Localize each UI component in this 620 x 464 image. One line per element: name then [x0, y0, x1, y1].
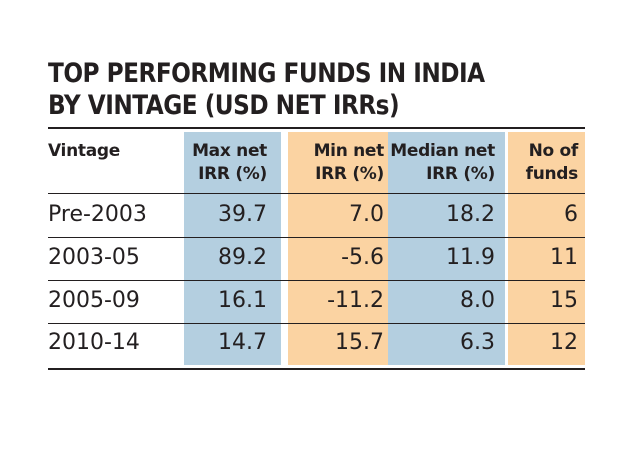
table-cell-no-of-funds: 15 — [550, 288, 578, 313]
header-median-irr: Median net IRR (%) — [388, 140, 495, 186]
table-row-vintage: 2005-09 — [48, 288, 140, 313]
header-max-irr-line2: IRR (%) — [198, 164, 267, 184]
header-min-irr-line1: Min net — [313, 141, 385, 161]
header-max-irr-line1: Max net — [192, 141, 267, 161]
max-irr-column-bg — [184, 132, 281, 365]
header-funds-line1: No of — [528, 141, 579, 161]
median-irr-column-bg — [388, 132, 505, 365]
table-cell-max-irr: 89.2 — [218, 245, 267, 270]
chart-title: TOP PERFORMING FUNDS IN INDIA BY VINTAGE… — [48, 58, 485, 121]
header-min-irr: Min net IRR (%) — [288, 140, 385, 186]
header-funds-line2: funds — [525, 164, 579, 184]
table-cell-no-of-funds: 12 — [550, 330, 578, 355]
min-irr-column-bg — [288, 132, 394, 365]
table-cell-max-irr: 14.7 — [218, 330, 267, 355]
header-no-of-funds: No of funds — [508, 140, 579, 186]
row-separator — [48, 193, 585, 194]
table-cell-median-irr: 11.9 — [446, 245, 495, 270]
header-max-irr: Max net IRR (%) — [184, 140, 267, 186]
table-cell-median-irr: 6.3 — [460, 330, 495, 355]
header-vintage: Vintage — [48, 141, 120, 161]
table-cell-no-of-funds: 11 — [550, 245, 578, 270]
header-median-irr-line2: IRR (%) — [426, 164, 495, 184]
table-row-vintage: 2003-05 — [48, 245, 140, 270]
table-cell-min-irr: -5.6 — [341, 245, 384, 270]
bottom-rule — [48, 368, 585, 370]
row-separator — [48, 280, 585, 281]
table-cell-max-irr: 39.7 — [218, 202, 267, 227]
table-cell-max-irr: 16.1 — [218, 288, 267, 313]
table-row-vintage: 2010-14 — [48, 330, 140, 355]
table-cell-min-irr: 7.0 — [349, 202, 384, 227]
row-separator — [48, 237, 585, 238]
table-cell-median-irr: 8.0 — [460, 288, 495, 313]
row-separator — [48, 323, 585, 324]
funds-column-bg — [508, 132, 585, 365]
top-rule — [48, 127, 585, 129]
header-min-irr-line2: IRR (%) — [315, 164, 384, 184]
table-cell-no-of-funds: 6 — [564, 202, 578, 227]
table-cell-median-irr: 18.2 — [446, 202, 495, 227]
header-median-irr-line1: Median net — [390, 141, 495, 161]
table-cell-min-irr: 15.7 — [335, 330, 384, 355]
table-cell-min-irr: -11.2 — [327, 288, 384, 313]
table-row-vintage: Pre-2003 — [48, 202, 147, 227]
